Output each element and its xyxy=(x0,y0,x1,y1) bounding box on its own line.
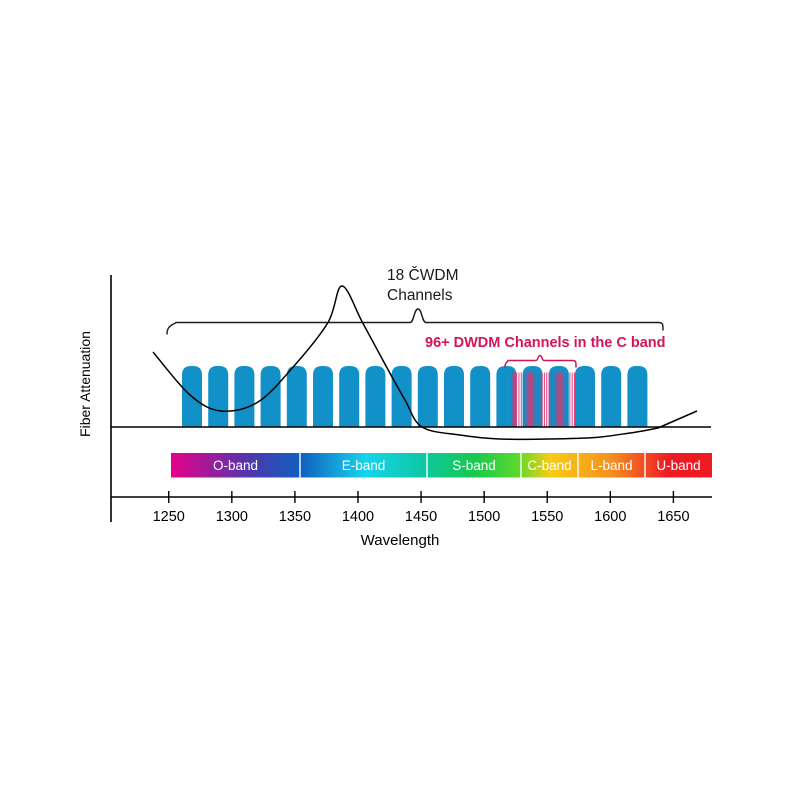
svg-text:Fiber Attenuation: Fiber Attenuation xyxy=(77,331,93,437)
svg-text:1400: 1400 xyxy=(342,509,374,525)
svg-text:1650: 1650 xyxy=(657,509,689,525)
svg-text:S-band: S-band xyxy=(452,458,496,473)
svg-text:1300: 1300 xyxy=(216,509,248,525)
svg-text:Channels: Channels xyxy=(387,287,453,304)
svg-text:1600: 1600 xyxy=(594,509,626,525)
svg-text:C-band: C-band xyxy=(527,458,571,473)
svg-text:L-band: L-band xyxy=(590,458,632,473)
svg-text:Wavelength: Wavelength xyxy=(361,532,440,549)
svg-text:1350: 1350 xyxy=(279,509,311,525)
svg-text:1550: 1550 xyxy=(531,509,563,525)
svg-text:18 ČWDM: 18 ČWDM xyxy=(387,267,458,284)
svg-text:96+ DWDM Channels in the C ban: 96+ DWDM Channels in the C band xyxy=(425,335,665,351)
svg-text:O-band: O-band xyxy=(213,458,258,473)
svg-text:1500: 1500 xyxy=(468,509,500,525)
svg-text:1450: 1450 xyxy=(405,509,437,525)
svg-text:E-band: E-band xyxy=(342,458,386,473)
svg-text:U-band: U-band xyxy=(656,458,700,473)
svg-text:1250: 1250 xyxy=(153,509,185,525)
